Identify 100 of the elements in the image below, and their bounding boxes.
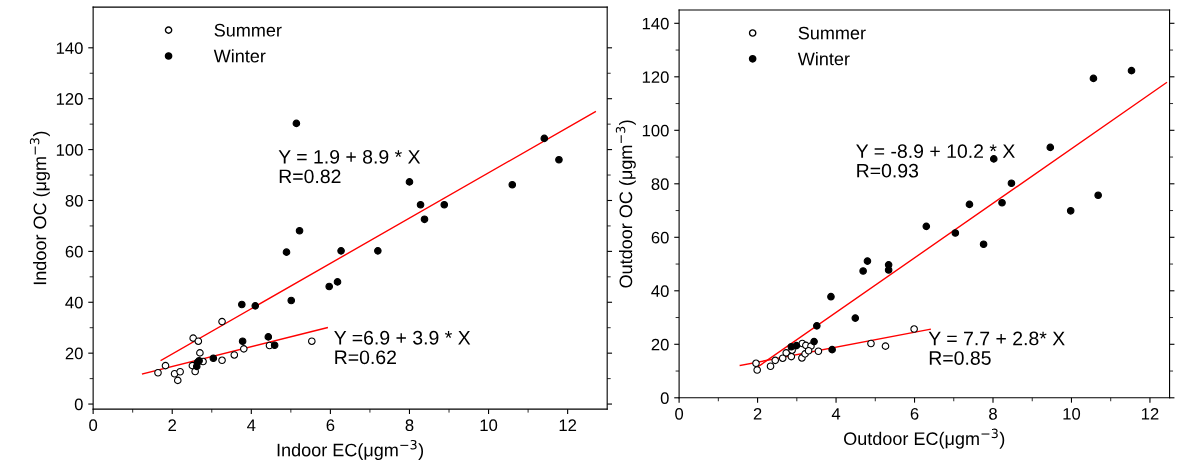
point (218, 356, 226, 365)
y-tick-label: 0 (74, 398, 83, 411)
x-tick-label: 6 (910, 407, 919, 420)
point (230, 351, 239, 359)
x-tick-label: 0 (89, 419, 98, 432)
point (194, 337, 203, 346)
x-tick-label: 4 (831, 408, 841, 420)
point (282, 248, 291, 256)
point (851, 314, 860, 322)
y-tick-label: 80 (65, 194, 83, 207)
point (863, 257, 872, 265)
point (508, 180, 517, 189)
y-tick-label: 120 (642, 71, 669, 84)
y-tick-label: 100 (642, 124, 669, 137)
point (766, 362, 775, 371)
legend-label: Winter (213, 49, 266, 63)
point (440, 201, 449, 209)
y-axis-title: Indoor OC (μgm$^{−3}$) (29, 131, 50, 285)
point (405, 178, 414, 186)
point (965, 200, 974, 209)
point (176, 367, 184, 376)
point (337, 247, 345, 255)
point (1066, 207, 1075, 215)
point (989, 155, 998, 163)
annotation: Y = -8.9 + 10.2 * X R=0.93 (856, 144, 1015, 178)
x-tick-label: 10 (480, 419, 498, 432)
point (1007, 179, 1016, 188)
x-tick-label: 6 (326, 419, 335, 432)
x-tick-label: 4 (247, 419, 256, 431)
y-tick-label: 40 (65, 296, 83, 309)
y-axis-title: Outdoor OC (μgm$^{−3}$) (615, 120, 636, 288)
point (1094, 191, 1102, 200)
y-tick-label: 0 (660, 392, 669, 404)
point (1046, 143, 1055, 152)
x-tick-label: 2 (168, 419, 177, 431)
point (753, 366, 761, 374)
point (287, 296, 296, 305)
point (196, 349, 204, 357)
point (810, 337, 818, 346)
point (238, 337, 247, 346)
y-tick-label: 140 (642, 17, 669, 30)
x-axis-title: Indoor EC(μgm$^{−3}$) (277, 439, 424, 460)
legend-label: Winter (797, 52, 850, 66)
point (374, 247, 382, 255)
point (218, 317, 226, 326)
y-tick-label: 20 (65, 347, 83, 360)
point (828, 345, 836, 354)
x-tick-label: 2 (753, 407, 762, 420)
point (540, 134, 549, 143)
annotation: Y = 7.7 + 2.8* X R=0.85 (928, 331, 1065, 365)
point (979, 240, 988, 249)
annotation: Y = 1.9 + 8.9 * X R=0.82 (278, 149, 421, 184)
x-axis-title: Outdoor EC(μgm$^{−3}$) (844, 428, 1005, 449)
y-tick-label: 60 (65, 245, 83, 258)
x-tick-label: 10 (1063, 407, 1081, 420)
point (295, 226, 304, 235)
point (420, 215, 429, 224)
point (189, 334, 197, 342)
point (881, 342, 890, 350)
y-tick-label: 40 (651, 285, 669, 297)
x-tick-label: 12 (559, 419, 577, 431)
point (264, 333, 273, 341)
point (270, 341, 279, 350)
point (325, 282, 334, 291)
point (239, 345, 248, 353)
point (251, 302, 260, 310)
point (238, 300, 246, 309)
point (867, 339, 875, 348)
y-tick-label: 60 (651, 231, 669, 244)
point (154, 368, 162, 377)
y-tick-label: 80 (651, 178, 669, 190)
legend-label: Summer (798, 26, 866, 40)
point (951, 229, 960, 237)
legend-label: Summer (214, 23, 282, 37)
point (787, 342, 796, 351)
point (307, 337, 316, 346)
point (827, 292, 835, 301)
point (416, 201, 425, 209)
point (1089, 74, 1098, 83)
point (910, 325, 918, 333)
point (922, 222, 931, 231)
point (161, 361, 170, 370)
point (333, 278, 342, 286)
point (555, 155, 563, 164)
point (813, 322, 821, 330)
x-tick-label: 12 (1141, 407, 1159, 420)
y-tick-label: 140 (56, 42, 83, 55)
point (804, 346, 813, 355)
point (771, 356, 780, 365)
y-tick-label: 100 (56, 143, 83, 156)
annotation: Y =6.9 + 3.9 * X R=0.62 (334, 330, 471, 365)
point (752, 359, 760, 368)
point (814, 347, 823, 356)
y-tick-label: 20 (651, 338, 669, 351)
y-tick-label: 120 (56, 93, 83, 105)
x-tick-label: 0 (675, 407, 684, 420)
point (859, 267, 867, 275)
point (209, 354, 218, 363)
point (884, 266, 893, 274)
x-tick-label: 8 (989, 407, 997, 420)
